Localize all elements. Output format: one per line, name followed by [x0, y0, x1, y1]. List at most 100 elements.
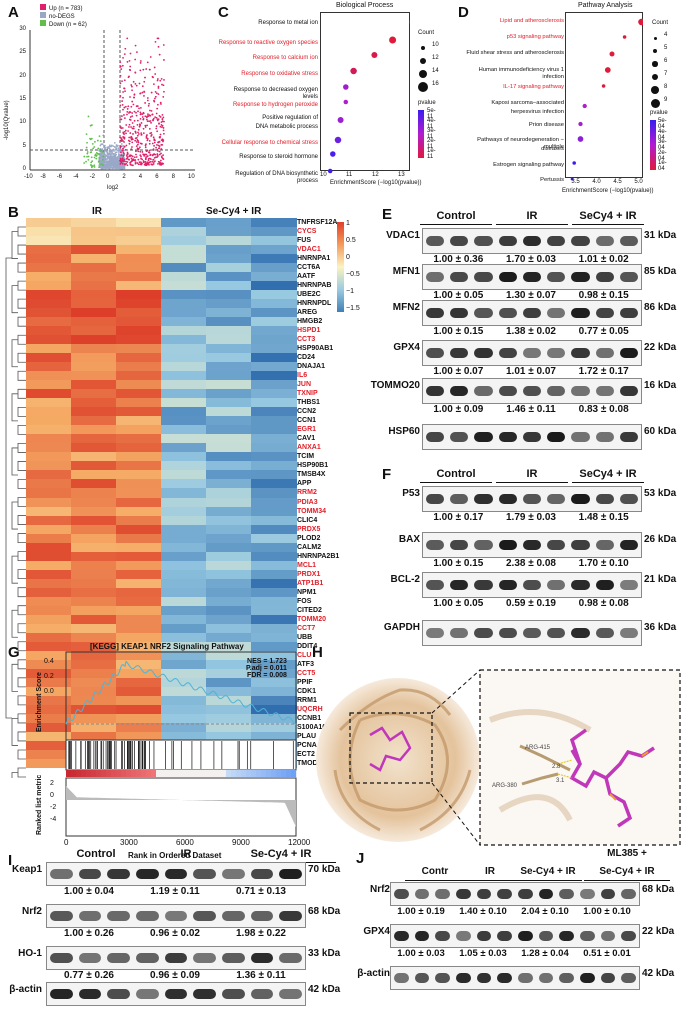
- volcano-point-up: [134, 82, 137, 85]
- heatmap-cell: [116, 398, 162, 408]
- volcano-point-up: [151, 142, 154, 145]
- heatmap-cell: [206, 731, 252, 742]
- volcano-point-up: [130, 148, 133, 151]
- heatmap-gene-label: TXNIP: [297, 390, 318, 398]
- bp-dot: [330, 151, 336, 157]
- heatmap-cell: [206, 335, 252, 345]
- heatmap-cell: [251, 668, 297, 679]
- volcano-point-down: [90, 156, 93, 159]
- gsea-heat-cell: [71, 770, 77, 777]
- blot-band: [476, 889, 492, 899]
- volcano-point-up: [144, 115, 147, 118]
- pathway-count-entry: 8: [650, 84, 667, 97]
- volcano-point-up: [131, 122, 134, 124]
- heatmap-cell: [251, 686, 297, 697]
- heatmap-cell: [71, 353, 117, 363]
- blot-band: [547, 494, 566, 504]
- heatmap-cell: [116, 416, 162, 426]
- volcano-point-up: [159, 101, 162, 104]
- blot-protein-label: BAX: [398, 534, 420, 545]
- gsea-rank-heatbar: [66, 770, 297, 777]
- gsea-plot: [65, 651, 297, 837]
- gsea-heat-cell: [86, 770, 92, 777]
- blot-group-label: Contr: [421, 866, 449, 877]
- heatmap-cell: [251, 398, 297, 408]
- heatmap-cell: [206, 497, 252, 508]
- volcano-point-up: [161, 114, 164, 116]
- blot-group-underline: [514, 880, 582, 881]
- blot-band: [547, 540, 566, 550]
- heatmap-cell: [26, 695, 72, 706]
- blot-band: [547, 272, 566, 282]
- volcano-point-up: [150, 158, 152, 161]
- heatmap-cell: [251, 623, 297, 634]
- volcano-point-up: [145, 68, 148, 70]
- gsea-stat: NES = 1.723: [247, 658, 287, 665]
- blot-band: [498, 432, 517, 442]
- blot-kda-label: 53 kDa: [644, 488, 677, 499]
- heatmap-cell: [116, 641, 162, 652]
- volcano-point-nodeg: [112, 165, 115, 168]
- heatmap-group-ir: IR: [92, 206, 102, 217]
- volcano-point-up: [139, 154, 142, 157]
- volcano-point-up: [130, 105, 133, 108]
- heatmap-cell: [161, 632, 207, 643]
- heatmap-group-secy4: Se-Cy4 + IR: [206, 206, 262, 217]
- volcano-point-up: [144, 124, 147, 127]
- volcano-point-up: [130, 126, 132, 128]
- blot-quantification: 0.51 ± 0.01: [583, 948, 631, 959]
- heatmap-cell: [206, 317, 252, 327]
- gsea-heat-cell: [166, 770, 172, 777]
- heatmap-cell: [71, 659, 117, 670]
- heatmap-cell: [161, 452, 207, 462]
- volcano-point-up: [150, 91, 153, 94]
- heatmap-cell: [161, 434, 207, 444]
- pathway-count-dot: [651, 86, 659, 94]
- blot-band: [595, 494, 614, 504]
- volcano-point-up: [150, 132, 153, 134]
- pathway-term-label: p53 signaling pathway: [506, 34, 564, 40]
- heatmap-cell: [251, 344, 297, 354]
- volcano-point-up: [154, 40, 157, 43]
- volcano-point-up: [119, 145, 122, 148]
- pathway-xtick: 4.5: [613, 179, 622, 185]
- heatmap-cell: [206, 425, 252, 435]
- volcano-point-up: [156, 103, 159, 106]
- heatmap-cell: [206, 290, 252, 300]
- gsea-metric-ytick: 2: [50, 780, 54, 787]
- gsea-heat-cell: [236, 770, 242, 777]
- pathway-term-label: Human immunodeficiency virus 1 infection: [478, 67, 564, 80]
- heatmap-cell: [116, 542, 162, 553]
- bp-xtick: 11: [346, 172, 353, 178]
- pathway-count-dot: [652, 48, 658, 54]
- blot-band: [394, 931, 409, 941]
- volcano-point-up: [152, 162, 155, 165]
- blot-kda-label: 42 kDa: [642, 968, 675, 979]
- heatmap-cell: [161, 578, 207, 589]
- legend-down: Down (n = 62): [49, 22, 87, 28]
- heatmap-cell: [161, 380, 207, 390]
- volcano-point-down: [87, 158, 90, 161]
- blot-strip: [422, 264, 642, 290]
- volcano-point-nodeg: [103, 144, 106, 147]
- heatmap-gene-label: CD24: [297, 354, 315, 362]
- heatmap-cell: [116, 623, 162, 634]
- gsea-heat-cell: [206, 770, 212, 777]
- blot-kda-label: 60 kDa: [644, 426, 677, 437]
- volcano-point-down: [100, 163, 102, 165]
- heatmap-gene-label: FUS: [297, 237, 311, 245]
- volcano-point-up: [137, 148, 140, 151]
- panel-label-j: J: [356, 850, 365, 867]
- heatmap-cell: [71, 227, 117, 237]
- heatmap-cell: [161, 371, 207, 381]
- heatmap-grid: [26, 218, 297, 769]
- volcano-point-down: [83, 162, 86, 164]
- heatmap-gene-label: EGR1: [297, 426, 317, 434]
- volcano-point-up: [131, 138, 134, 141]
- volcano-point-nodeg: [112, 157, 114, 160]
- bp-term-label: Positive regulation of: [262, 115, 318, 121]
- heatmap-cell: [116, 722, 162, 733]
- dendrogram-branch: [17, 515, 26, 525]
- volcano-point-up: [139, 117, 142, 120]
- blot-protein-label: HO-1: [18, 948, 42, 959]
